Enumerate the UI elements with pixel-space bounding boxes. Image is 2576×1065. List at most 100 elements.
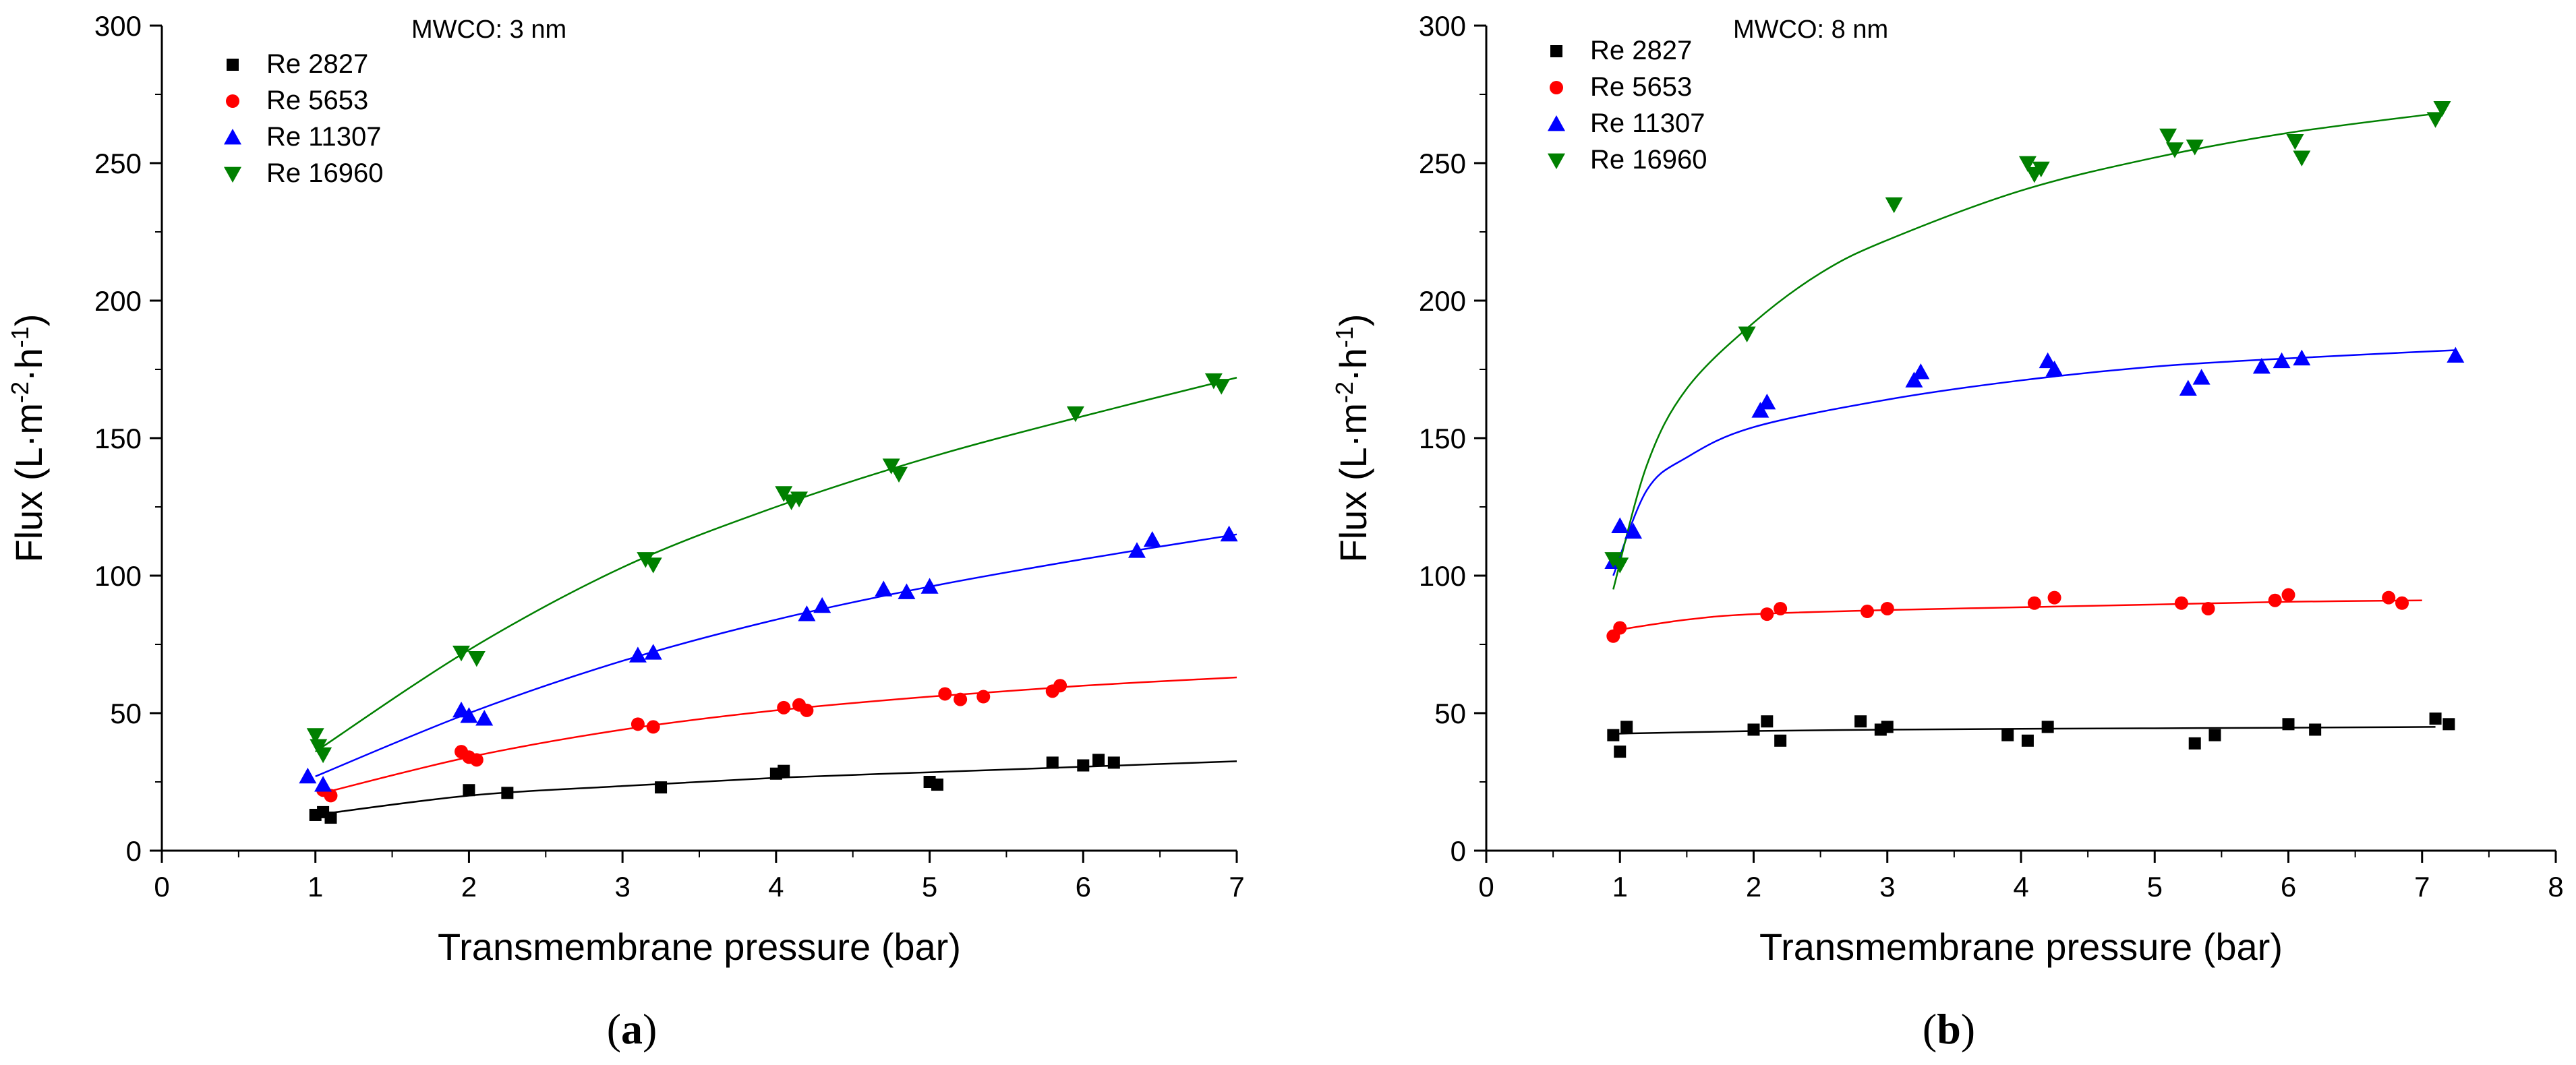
caption-paren-close: )	[1961, 1005, 1975, 1053]
data-point	[1053, 679, 1067, 693]
data-point	[1747, 723, 1760, 736]
data-point	[467, 651, 486, 667]
data-point	[463, 784, 475, 797]
data-point	[2442, 718, 2455, 731]
series-re-5653	[316, 679, 1067, 803]
data-point	[777, 700, 791, 714]
caption-letter: b	[1937, 1005, 1961, 1053]
data-point	[2047, 590, 2061, 605]
mwco-annotation: MWCO: 8 nm	[1733, 16, 1888, 44]
x-tick-label: 5	[2147, 871, 2163, 903]
data-point	[775, 486, 793, 502]
data-point	[1758, 393, 1776, 410]
data-point	[2395, 596, 2409, 610]
data-point	[1912, 363, 1930, 379]
y-title-text: )	[7, 314, 50, 327]
y-title-superscript: -1	[1330, 326, 1358, 348]
legend-label: Re 2827	[266, 49, 368, 79]
data-point	[2001, 729, 2014, 741]
data-point	[2382, 590, 2396, 605]
data-point	[299, 767, 317, 784]
data-point	[2041, 721, 2054, 733]
x-tick-label: 2	[1746, 871, 1761, 903]
data-point	[931, 779, 943, 791]
data-point	[1128, 542, 1146, 558]
x-tick-label: 3	[1879, 871, 1895, 903]
data-point	[2159, 128, 2177, 145]
data-point	[976, 690, 991, 704]
caption-paren-close: )	[643, 1005, 657, 1053]
y-title-text: Flux (L·m	[1332, 403, 1374, 562]
legend-marker	[1550, 81, 1563, 94]
data-point	[882, 458, 900, 475]
y-title-text: ·h	[7, 348, 50, 382]
y-title-text: ·h	[1332, 348, 1374, 382]
data-point	[1611, 517, 1629, 533]
data-point	[2027, 596, 2041, 610]
data-point	[1880, 601, 1894, 615]
x-tick-label: 4	[768, 871, 784, 903]
data-point	[2281, 588, 2295, 602]
data-point	[2273, 352, 2291, 369]
data-point	[954, 692, 968, 706]
series-re-11307	[1604, 346, 2465, 569]
y-title-superscript: -2	[6, 382, 34, 403]
legend-marker	[226, 94, 239, 108]
data-point	[800, 703, 814, 717]
data-point	[2429, 712, 2442, 725]
data-point	[460, 707, 478, 723]
series-re-2827	[309, 754, 1120, 824]
data-point	[898, 583, 916, 599]
y-axis-title: Flux (L·m-2·h-1)	[1330, 314, 1375, 563]
data-point	[2433, 101, 2451, 117]
legend-label: Re 5653	[1590, 72, 1692, 102]
x-tick-label: 4	[2013, 871, 2028, 903]
x-tick-label: 5	[922, 871, 937, 903]
data-point	[1204, 373, 1223, 390]
x-tick-label: 3	[614, 871, 630, 903]
data-point	[314, 747, 332, 764]
data-point	[1774, 601, 1788, 615]
y-tick-label: 300	[94, 10, 142, 42]
x-tick-label: 7	[2414, 871, 2430, 903]
data-point	[2045, 361, 2063, 377]
y-tick-label: 100	[94, 560, 142, 592]
data-point	[1760, 607, 1774, 621]
data-point	[631, 717, 645, 731]
legend-label: Re 11307	[266, 122, 382, 152]
x-tick-label: 7	[1229, 871, 1244, 903]
legend-label: Re 11307	[1590, 109, 1705, 138]
data-point	[2426, 112, 2445, 128]
data-point	[2309, 723, 2322, 736]
legend-label: Re 2827	[1590, 36, 1692, 65]
legend-label: Re 5653	[266, 86, 368, 115]
data-point	[1861, 605, 1875, 619]
y-tick-label: 50	[110, 698, 142, 729]
y-title-text: )	[1332, 314, 1374, 327]
legend-marker	[1550, 45, 1562, 57]
data-point	[644, 557, 662, 574]
fit-line-re-16960	[1612, 113, 2436, 590]
data-point	[920, 578, 939, 594]
data-point	[501, 787, 514, 799]
series-re-5653	[1606, 588, 2409, 643]
y-tick-label: 150	[1419, 423, 1466, 454]
data-point	[1220, 525, 1238, 542]
caption-paren-open: (	[1923, 1005, 1937, 1053]
caption-paren-open: (	[607, 1005, 621, 1053]
data-point	[1854, 715, 1867, 728]
data-point	[314, 776, 332, 792]
y-tick-label: 300	[1419, 10, 1466, 42]
x-tick-label: 1	[1612, 871, 1628, 903]
data-point	[2165, 142, 2184, 158]
data-point	[1624, 522, 1643, 539]
data-point	[1620, 721, 1633, 733]
legend: Re 2827 Re 5653 Re 11307 Re 16960	[1548, 36, 1707, 175]
data-point	[2447, 346, 2465, 363]
data-point	[790, 491, 809, 508]
data-point	[2188, 737, 2201, 750]
caption-letter: a	[621, 1005, 643, 1053]
x-tick-label: 1	[308, 871, 323, 903]
data-point	[628, 646, 647, 663]
